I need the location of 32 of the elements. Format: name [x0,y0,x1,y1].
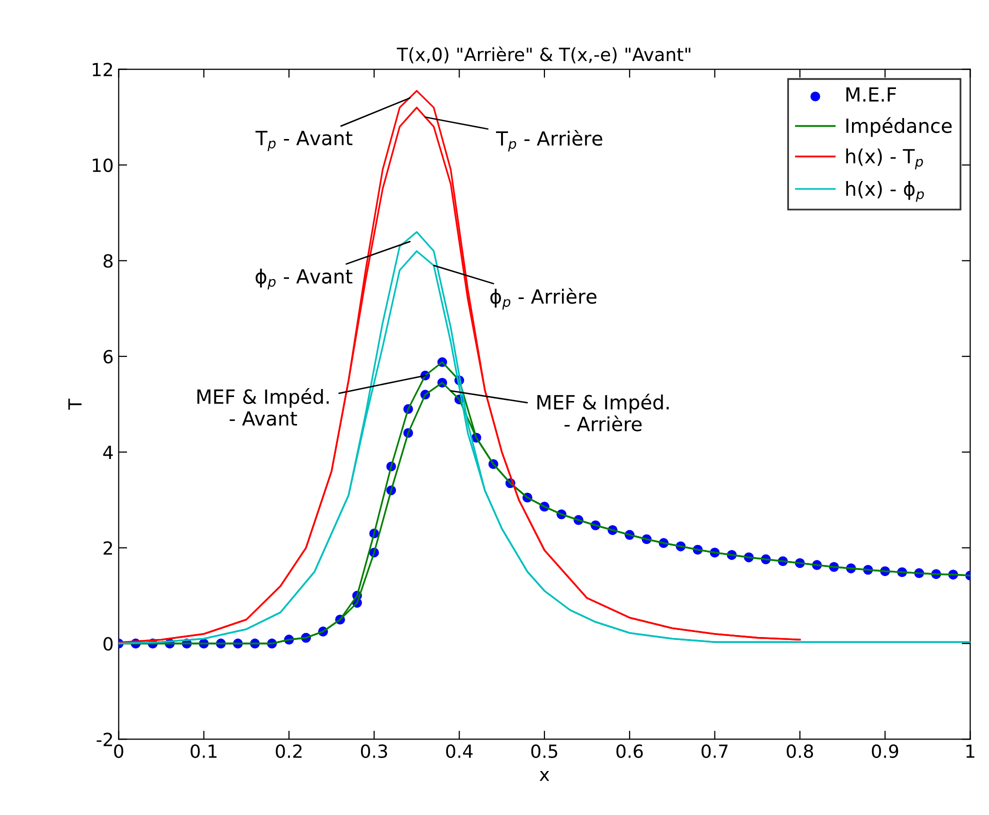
annotation: MEF & Impéd. - Avant [197,388,329,426]
legend-label: Impédance [846,117,952,137]
x-tick-label: 0.5 [531,744,558,758]
x-tick-label: 0.2 [276,744,302,758]
x-tick-label: 1 [966,744,974,758]
x-tick-label: 0.9 [872,744,898,758]
annotation: T$_{p}$ - Arrière [496,130,602,152]
y-tick-label: -2 [96,732,112,746]
x-tick-label: 0.1 [190,744,217,758]
annotation: T$_{p}$ - Avant [255,130,352,152]
y-tick-label: 2 [104,541,112,555]
y-axis-title: T [68,398,82,410]
y-tick-label: 8 [104,254,113,268]
y-tick-label: 6 [104,350,113,364]
y-tick-label: 4 [103,446,113,459]
chart-title: T(x,0) "Arrière" & T(x,-e) "Avant" [396,46,690,64]
x-axis-title: x [540,770,550,781]
annotation: ϕ$_{p}$ - Arrière [490,288,596,310]
legend-label: h(x) - T$_{p}$ [846,148,923,170]
x-tick-label: 0.7 [702,744,728,758]
legend-label: h(x) - ϕ$_{p}$ [846,180,924,202]
x-tick-label: 0 [114,744,124,758]
annotation: ϕ$_{p}$ - Avant [256,268,352,290]
annotation: MEF & Impéd. - Arrière [537,394,669,432]
x-tick-label: 0.8 [786,744,814,758]
y-tick-label: 12 [92,62,112,76]
x-tick-label: 0.3 [360,744,388,758]
y-tick-label: 10 [92,158,113,172]
x-tick-label: 0.4 [446,744,473,758]
legend-label: M.E.F [846,87,896,102]
y-tick-label: 0 [104,636,113,651]
x-tick-label: 0.6 [616,744,643,758]
